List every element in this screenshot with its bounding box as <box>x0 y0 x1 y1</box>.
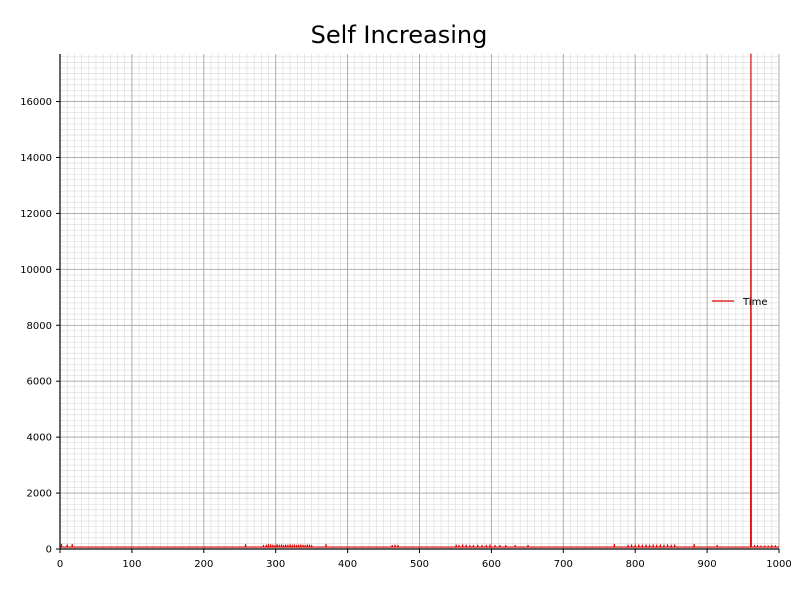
x-tick-label: 500 <box>410 559 429 570</box>
y-tick-label: 16000 <box>20 97 52 108</box>
y-tick-label: 2000 <box>27 489 52 500</box>
x-tick-label: 300 <box>266 559 285 570</box>
y-tick-label: 6000 <box>27 377 52 388</box>
series-line-time <box>60 53 779 548</box>
x-tick-label: 600 <box>482 559 501 570</box>
x-tick-label: 400 <box>338 559 357 570</box>
x-tick-label: 200 <box>194 559 213 570</box>
y-tick-label: 10000 <box>20 265 52 276</box>
y-tick-label: 8000 <box>27 321 52 332</box>
y-tick-label: 14000 <box>20 153 52 164</box>
x-tick-label: 700 <box>554 559 573 570</box>
legend: Time <box>712 297 767 308</box>
x-tick-label: 0 <box>57 559 63 570</box>
x-axis-ticks: 0 100 200 300 400 500 600 700 800 900 1000 <box>57 549 792 570</box>
y-tick-label: 4000 <box>27 433 52 444</box>
x-tick-label: 1000 <box>766 559 791 570</box>
y-axis-ticks: 0 2000 4000 6000 8000 10000 12000 14000 16000 <box>20 97 60 556</box>
x-tick-label: 800 <box>626 559 645 570</box>
x-tick-label: 900 <box>698 559 717 570</box>
x-tick-label: 100 <box>122 559 141 570</box>
y-tick-label: 0 <box>46 545 52 556</box>
chart-title: Self Increasing <box>311 21 488 49</box>
legend-label: Time <box>742 297 767 308</box>
y-tick-label: 12000 <box>20 209 52 220</box>
series-layer <box>60 53 779 548</box>
